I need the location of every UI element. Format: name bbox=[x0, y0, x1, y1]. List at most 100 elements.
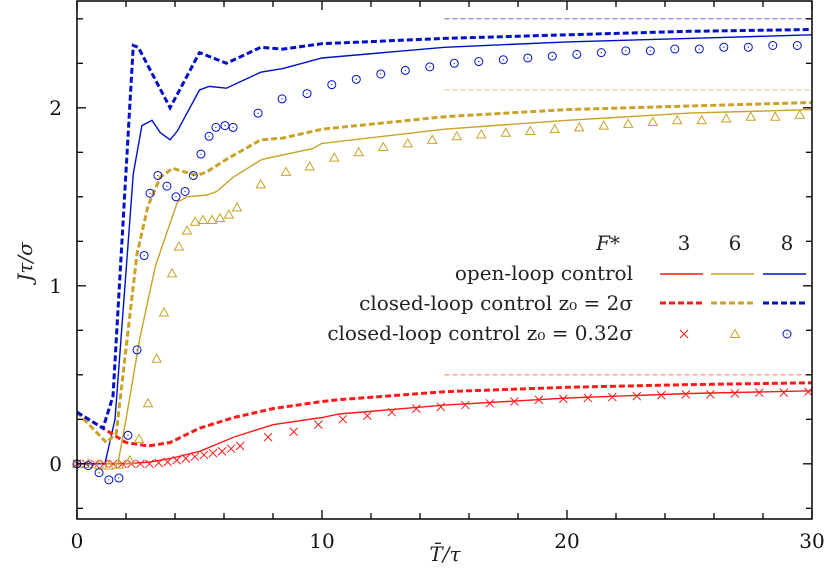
data-point-cross-F3 bbox=[779, 388, 789, 397]
data-point-circle-F8 bbox=[188, 170, 198, 180]
data-point-circle-F8 bbox=[171, 192, 181, 202]
data-point-circle-F8 bbox=[792, 41, 802, 51]
legend: F* 3 6 8 open-loop control closed-loop c… bbox=[327, 231, 806, 345]
data-point-triangle-F6 bbox=[328, 152, 340, 162]
data-point-circle-F8 bbox=[132, 345, 142, 355]
data-point-cross-F3 bbox=[705, 390, 715, 399]
legend-swatch-cross-F3 bbox=[679, 329, 689, 339]
data-point-circle-F8 bbox=[572, 49, 582, 59]
data-point-circle-F8 bbox=[94, 468, 104, 478]
legend-column-8: 8 bbox=[781, 231, 794, 255]
legend-column-3: 3 bbox=[678, 231, 691, 255]
y-tick-label: 2 bbox=[49, 96, 62, 120]
data-point-triangle-F6 bbox=[598, 120, 610, 130]
data-point-cross-F3 bbox=[190, 452, 200, 462]
data-point-circle-F8 bbox=[596, 48, 606, 58]
data-point-circle-F8 bbox=[743, 42, 753, 52]
data-point-cross-F3 bbox=[387, 407, 397, 417]
data-point-triangle-F6 bbox=[113, 459, 125, 469]
data-point-triangle-F6 bbox=[231, 201, 243, 212]
data-point-triangle-F6 bbox=[181, 225, 193, 235]
data-point-triangle-F6 bbox=[500, 127, 512, 137]
data-point-triangle-F6 bbox=[223, 209, 235, 219]
data-point-circle-F8 bbox=[645, 46, 655, 56]
data-point-circle-F8 bbox=[670, 44, 680, 54]
data-point-cross-F3 bbox=[681, 390, 691, 399]
data-point-circle-F8 bbox=[220, 121, 230, 131]
legend-column-6: 6 bbox=[729, 231, 742, 255]
legend-row-open-loop: open-loop control bbox=[455, 261, 633, 285]
legend-swatches bbox=[660, 273, 806, 339]
legend-swatch-triangle-F6 bbox=[729, 328, 741, 338]
data-point-cross-F3 bbox=[172, 455, 182, 465]
data-point-circle-F8 bbox=[621, 46, 631, 56]
data-point-triangle-F6 bbox=[280, 166, 292, 176]
data-point-triangle-F6 bbox=[214, 212, 226, 223]
data-point-triangle-F6 bbox=[451, 130, 463, 141]
data-point-triangle-F6 bbox=[197, 214, 209, 224]
plot-frame bbox=[76, 0, 813, 520]
data-point-cross-F3 bbox=[338, 414, 348, 424]
data-point-cross-F3 bbox=[632, 391, 642, 401]
data-point-cross-F3 bbox=[803, 387, 813, 397]
data-point-triangle-F6 bbox=[475, 128, 487, 139]
data-point-cross-F3 bbox=[730, 389, 740, 398]
data-point-cross-F3 bbox=[534, 395, 544, 405]
data-point-triangle-F6 bbox=[82, 458, 94, 468]
data-point-circle-F8 bbox=[153, 170, 163, 180]
data-point-circle-F8 bbox=[104, 475, 114, 485]
data-point-circle-F8 bbox=[327, 80, 337, 90]
data-point-cross-F3 bbox=[436, 402, 446, 412]
data-point-triangle-F6 bbox=[93, 459, 105, 469]
legend-swatch-circle-F8 bbox=[782, 329, 792, 339]
data-point-triangle-F6 bbox=[124, 454, 136, 465]
data-point-cross-F3 bbox=[656, 390, 666, 400]
data-point-cross-F3 bbox=[263, 432, 273, 442]
data-point-circle-F8 bbox=[180, 186, 190, 196]
data-point-triangle-F6 bbox=[647, 116, 659, 127]
data-point-circle-F8 bbox=[204, 131, 214, 141]
series-line-dashed-F8 bbox=[76, 28, 813, 431]
data-point-cross-F3 bbox=[235, 441, 245, 451]
axis-ticks: 0 10 20 30 0 1 2 bbox=[49, 1, 825, 553]
data-point-cross-F3 bbox=[289, 427, 299, 437]
data-point-triangle-F6 bbox=[255, 178, 267, 189]
x-tick-label: 30 bbox=[799, 529, 824, 553]
data-point-cross-F3 bbox=[145, 459, 154, 469]
data-point-cross-F3 bbox=[136, 459, 145, 469]
plot-marks bbox=[71, 18, 813, 485]
data-point-circle-F8 bbox=[719, 42, 729, 52]
data-point-circle-F8 bbox=[425, 62, 435, 72]
data-point-circle-F8 bbox=[302, 89, 312, 99]
data-point-cross-F3 bbox=[313, 420, 323, 430]
data-point-cross-F3 bbox=[485, 398, 495, 408]
data-point-triangle-F6 bbox=[402, 137, 414, 148]
data-point-triangle-F6 bbox=[133, 433, 145, 443]
x-axis-label: T̄/τ bbox=[429, 541, 461, 566]
data-point-triangle-F6 bbox=[173, 241, 185, 251]
data-point-cross-F3 bbox=[163, 457, 173, 467]
legend-row-closed-2sigma: closed-loop control z₀ = 2σ bbox=[359, 291, 633, 315]
series-line-dashed-F3 bbox=[76, 381, 813, 448]
data-point-cross-F3 bbox=[558, 394, 568, 404]
data-point-triangle-F6 bbox=[549, 123, 561, 134]
legend-row-closed-032sigma: closed-loop control z₀ = 0.32σ bbox=[327, 321, 633, 345]
series-line-solid-F8 bbox=[77, 34, 813, 465]
data-point-cross-F3 bbox=[208, 448, 218, 458]
data-point-triangle-F6 bbox=[103, 460, 115, 470]
data-point-triangle-F6 bbox=[671, 114, 683, 125]
data-point-triangle-F6 bbox=[573, 121, 585, 132]
data-point-circle-F8 bbox=[694, 44, 704, 54]
data-point-circle-F8 bbox=[474, 57, 484, 67]
data-point-cross-F3 bbox=[362, 411, 372, 421]
data-point-triangle-F6 bbox=[524, 125, 536, 135]
data-point-circle-F8 bbox=[139, 251, 149, 261]
data-point-cross-F3 bbox=[460, 400, 470, 410]
data-point-triangle-F6 bbox=[622, 118, 634, 128]
series-line-solid-F6 bbox=[77, 108, 813, 465]
data-point-cross-F3 bbox=[411, 404, 421, 413]
data-point-triangle-F6 bbox=[189, 216, 201, 226]
series-line-dashed-F6 bbox=[75, 101, 813, 445]
data-point-cross-F3 bbox=[181, 454, 191, 463]
